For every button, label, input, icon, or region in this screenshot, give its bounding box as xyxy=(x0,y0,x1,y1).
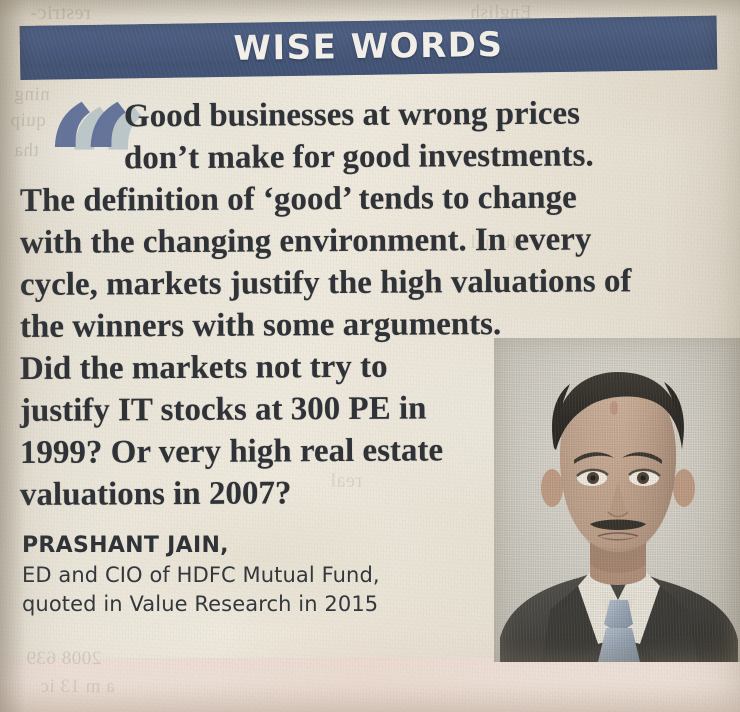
attribution-source: quoted in Value Research in 2015 xyxy=(22,592,379,616)
attribution-name: PRASHANT JAIN, xyxy=(22,533,229,558)
paper-left-edge-shadow xyxy=(0,0,26,712)
paper-top-edge-shadow xyxy=(0,0,740,18)
portrait-illustration xyxy=(494,338,740,662)
attribution-block: PRASHANT JAIN, ED and CIO of HDFC Mutual… xyxy=(22,531,452,619)
attribution-role: ED and CIO of HDFC Mutual Fund, xyxy=(22,563,380,587)
paper-lower-warm-area xyxy=(0,658,740,712)
